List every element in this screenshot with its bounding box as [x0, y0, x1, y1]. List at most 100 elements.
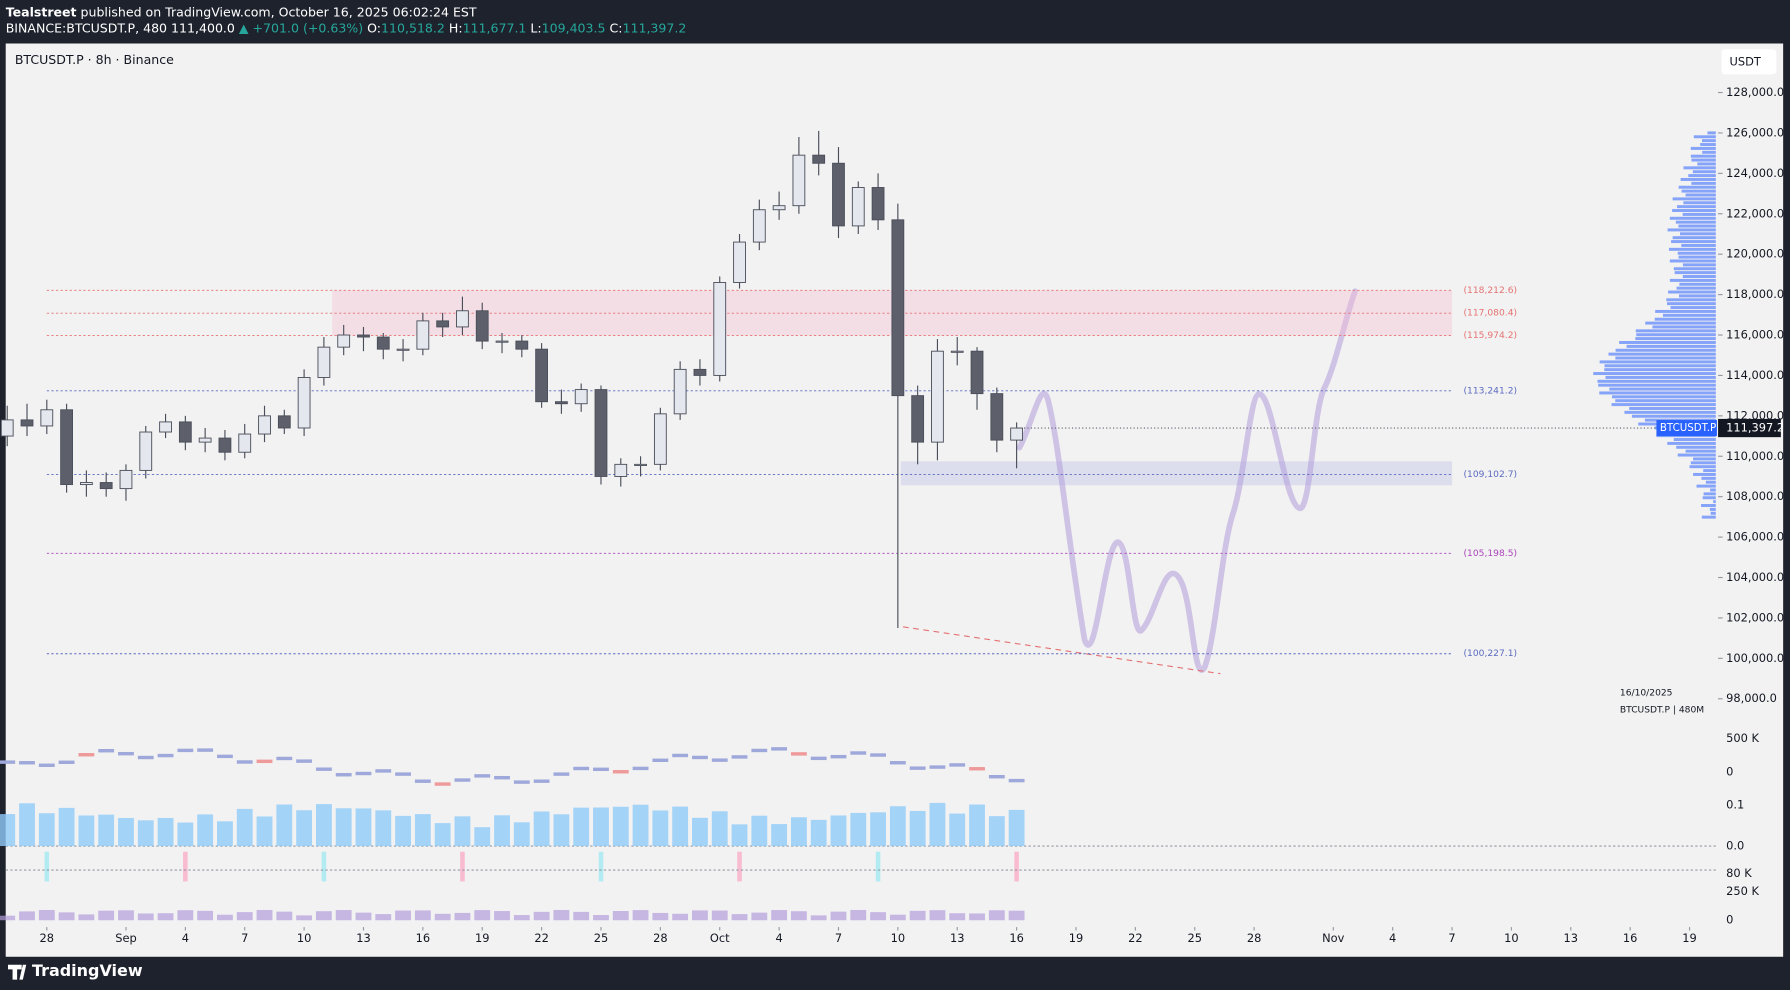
- volume-profile-bar: [1593, 372, 1716, 376]
- legend-date: 16/10/2025: [1620, 689, 1673, 699]
- volume-profile-bar: [1682, 263, 1716, 267]
- volume-bar: [355, 808, 372, 847]
- volume-bar: [632, 804, 649, 847]
- oscillator-bar: [276, 756, 293, 761]
- y-tick-label: 110,000.0: [1726, 449, 1784, 463]
- volume-profile-bar: [1689, 465, 1716, 469]
- oscillator-bar: [98, 748, 115, 753]
- oscillator-bar: [375, 769, 392, 773]
- candle-body: [653, 413, 667, 465]
- y-tick-label: 114,000.0: [1726, 368, 1784, 382]
- candle-body: [317, 346, 331, 378]
- flow-bar: [335, 910, 352, 921]
- x-tick-label: Oct: [710, 931, 730, 945]
- flow-bar: [197, 910, 214, 921]
- y-tick-label: 112,000.0: [1726, 408, 1784, 422]
- volume-profile-bar: [1682, 275, 1716, 278]
- volume-profile-bar: [1597, 379, 1716, 383]
- candle-body: [832, 162, 845, 227]
- currency[interactable]: USDT: [1729, 54, 1760, 68]
- oscillator-bar: [296, 759, 313, 763]
- pane-axis-label: 0: [1726, 764, 1733, 778]
- volume-bar: [969, 804, 985, 847]
- flow-bar: [672, 913, 689, 921]
- x-tick-label: 19: [1069, 931, 1084, 945]
- volume-profile-bar: [1608, 352, 1716, 356]
- price-tag: [1718, 418, 1781, 438]
- volume-profile-bar: [1635, 329, 1716, 333]
- oscillator-bar: [909, 766, 926, 770]
- oscillator-bar: [870, 753, 886, 757]
- flow-bar: [612, 911, 629, 921]
- currency-box[interactable]: [1721, 49, 1777, 75]
- oscillator-bar: [751, 748, 768, 753]
- flow-bar: [19, 911, 35, 921]
- flow-bar: [870, 912, 886, 921]
- oscillator-bar: [355, 771, 372, 776]
- volume-bar: [711, 811, 728, 847]
- pane-axis-label: 0.0: [1726, 839, 1744, 853]
- volume-profile-bar: [1675, 220, 1716, 224]
- flow-bar: [751, 912, 768, 921]
- candle-body: [198, 437, 212, 443]
- volume-profile-bar: [1672, 209, 1716, 213]
- candle-body: [139, 431, 153, 471]
- y-tick-label: 106,000.0: [1726, 530, 1784, 544]
- candle-body: [891, 219, 905, 397]
- volume-bar: [335, 808, 352, 847]
- candle-body: [772, 205, 786, 211]
- oscillator-bar: [19, 761, 35, 765]
- candle-body: [673, 368, 687, 415]
- candle-body: [416, 320, 430, 350]
- volume-profile-bar: [1672, 236, 1716, 240]
- volume-profile-bar: [1615, 348, 1716, 352]
- candle-body: [119, 469, 133, 490]
- volume-bar: [929, 802, 946, 847]
- candle-body: [79, 482, 93, 486]
- y-tick-label: 98,000.0: [1726, 691, 1777, 705]
- volume-bar: [0, 814, 16, 847]
- h-label: H:: [449, 20, 463, 35]
- level-label: (100,227.1): [1464, 649, 1518, 659]
- flow-bar: [632, 910, 649, 921]
- candle-body: [594, 389, 608, 477]
- volume-bar: [197, 814, 214, 847]
- volume-profile-bar: [1673, 267, 1716, 271]
- level-label: (118,212.6): [1464, 286, 1518, 296]
- level-label: (115,974.2): [1464, 331, 1518, 341]
- volume-profile-bar: [1683, 201, 1716, 205]
- candle-body: [970, 350, 984, 395]
- signal-bar: [321, 851, 327, 882]
- candle-body: [218, 437, 232, 453]
- candle-body: [990, 393, 1004, 441]
- candle-body: [950, 350, 964, 353]
- flow-bar: [1008, 910, 1025, 921]
- flow-bar: [315, 911, 332, 921]
- oscillator-bar: [711, 758, 728, 762]
- candle-body: [574, 389, 588, 405]
- oscillator-bar: [118, 751, 134, 756]
- volume-profile-bar: [1599, 360, 1716, 364]
- x-tick-label: 4: [775, 931, 782, 945]
- support-zone: [900, 461, 1453, 486]
- volume-profile-bar: [1615, 399, 1716, 403]
- volume-bar: [988, 816, 1005, 847]
- logo-icon[interactable]: [7, 964, 27, 980]
- volume-bar: [573, 807, 590, 847]
- volume-profile-bar: [1667, 441, 1716, 445]
- candle-body: [159, 421, 172, 433]
- volume-profile-bar: [1668, 290, 1716, 294]
- flow-bar: [256, 909, 273, 921]
- volume-profile-bar: [1703, 492, 1716, 496]
- oscillator-bar: [454, 778, 471, 782]
- volume-profile-bar: [1631, 414, 1716, 418]
- l-label: L:: [530, 20, 541, 35]
- volume-profile-bar: [1703, 469, 1716, 473]
- volume-profile-bar: [1693, 457, 1716, 461]
- logo[interactable]: TradingView: [32, 961, 143, 980]
- x-tick-label: 28: [653, 931, 668, 945]
- volume-profile-bar: [1662, 313, 1716, 317]
- oscillator-bar: [810, 756, 827, 761]
- x-tick-label: 7: [1448, 931, 1455, 945]
